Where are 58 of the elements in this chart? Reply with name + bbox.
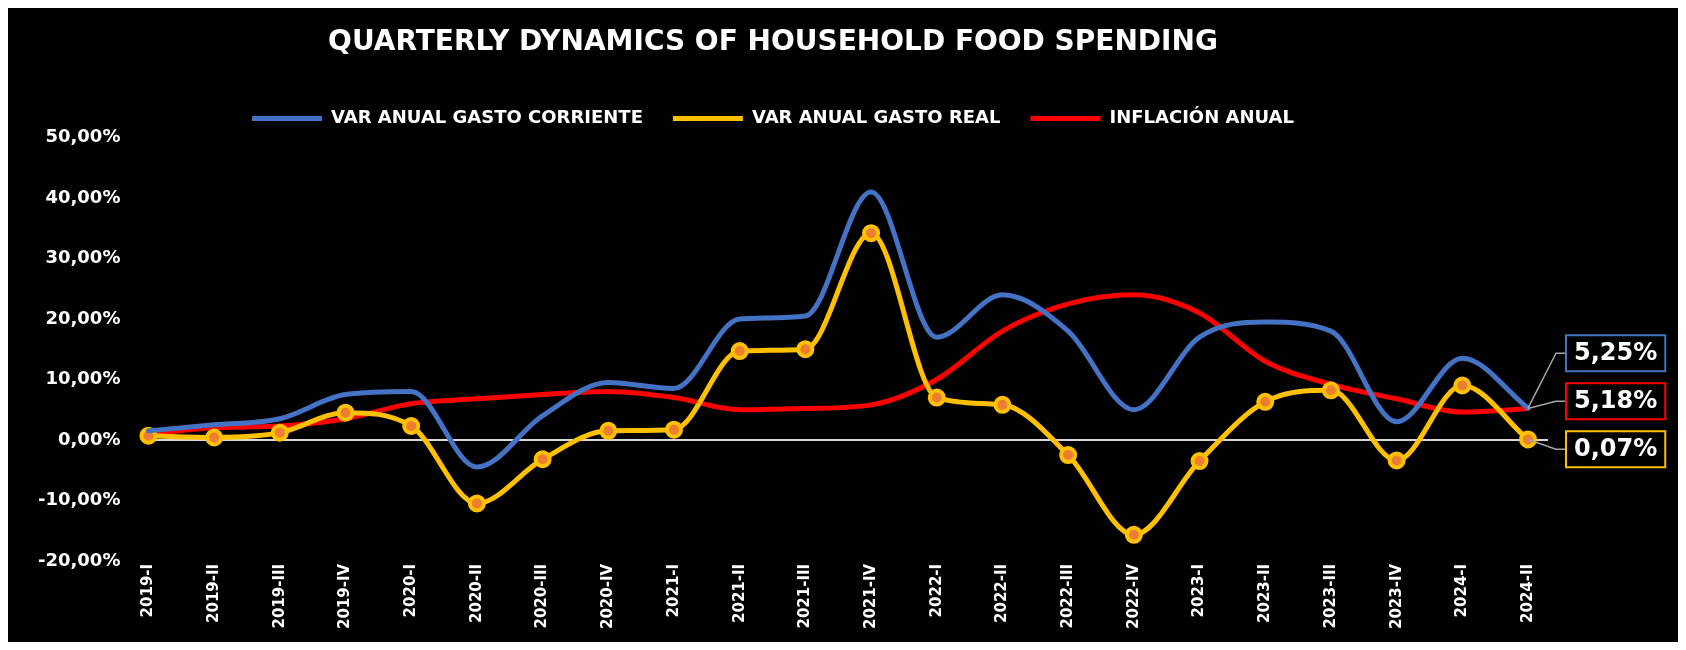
- point: [205, 428, 224, 447]
- data-label: 0,07%: [1574, 434, 1658, 463]
- x-tick-label: 2019-IV: [335, 563, 354, 630]
- x-tick-label: 2020-II: [466, 563, 485, 623]
- y-tick-label: 20,00%: [45, 306, 121, 328]
- point: [862, 224, 881, 243]
- x-tick-label: 2020-III: [532, 563, 551, 629]
- x-tick-label: 2021-I: [663, 563, 682, 618]
- x-tick-label: 2021-II: [729, 563, 748, 623]
- x-tick-label: 2021-III: [795, 563, 814, 629]
- point: [599, 421, 618, 440]
- point: [1059, 446, 1078, 465]
- x-tick-label: 2022-II: [992, 563, 1011, 623]
- point: [1321, 381, 1340, 400]
- point: [1453, 376, 1472, 395]
- point: [1190, 452, 1209, 471]
- data-label: 5,18%: [1574, 386, 1658, 415]
- x-tick-label: 2020-IV: [598, 563, 617, 630]
- y-tick-label: -20,00%: [37, 548, 121, 570]
- point: [1519, 430, 1537, 449]
- point: [402, 417, 421, 436]
- point: [533, 450, 552, 469]
- point: [270, 423, 289, 442]
- x-tick-label: 2022-III: [1058, 563, 1077, 629]
- point: [993, 395, 1012, 414]
- y-tick-label: -10,00%: [37, 488, 121, 510]
- legend-label: INFLACIÓN ANUAL: [1109, 106, 1294, 128]
- y-tick-label: 30,00%: [45, 246, 121, 268]
- x-tick-label: 2020-I: [401, 563, 420, 618]
- x-tick-label: 2021-IV: [860, 563, 879, 630]
- point: [796, 340, 815, 359]
- point: [730, 342, 749, 361]
- point: [927, 388, 946, 407]
- x-tick-label: 2019-II: [204, 563, 223, 623]
- chart-title: QUARTERLY DYNAMICS OF HOUSEHOLD FOOD SPENDING: [328, 24, 1218, 58]
- x-tick-label: 2024-I: [1452, 563, 1471, 618]
- x-tick-label: 2022-IV: [1123, 563, 1142, 630]
- x-tick-label: 2023-IV: [1386, 563, 1405, 630]
- x-tick-label: 2023-II: [1255, 563, 1274, 623]
- x-tick-label: 2023-III: [1320, 563, 1339, 629]
- point: [467, 494, 486, 513]
- y-tick-label: 50,00%: [45, 125, 121, 147]
- x-tick-label: 2022-I: [926, 563, 945, 618]
- point: [664, 420, 683, 439]
- x-tick-label: 2019-I: [138, 563, 157, 618]
- legend-label: VAR ANUAL GASTO CORRIENTE: [331, 106, 643, 128]
- y-tick-label: 0,00%: [57, 427, 121, 449]
- y-tick-label: 10,00%: [45, 367, 121, 389]
- point: [336, 403, 355, 422]
- data-label: 5,25%: [1574, 338, 1658, 367]
- x-tick-label: 2024-II: [1517, 563, 1536, 623]
- point: [1387, 451, 1406, 470]
- x-tick-label: 2023-I: [1189, 563, 1208, 618]
- y-tick-label: 40,00%: [45, 185, 121, 207]
- point: [1256, 392, 1275, 411]
- x-tick-label: 2019-III: [269, 563, 288, 629]
- point: [1124, 525, 1143, 544]
- legend-label: VAR ANUAL GASTO REAL: [751, 106, 1001, 128]
